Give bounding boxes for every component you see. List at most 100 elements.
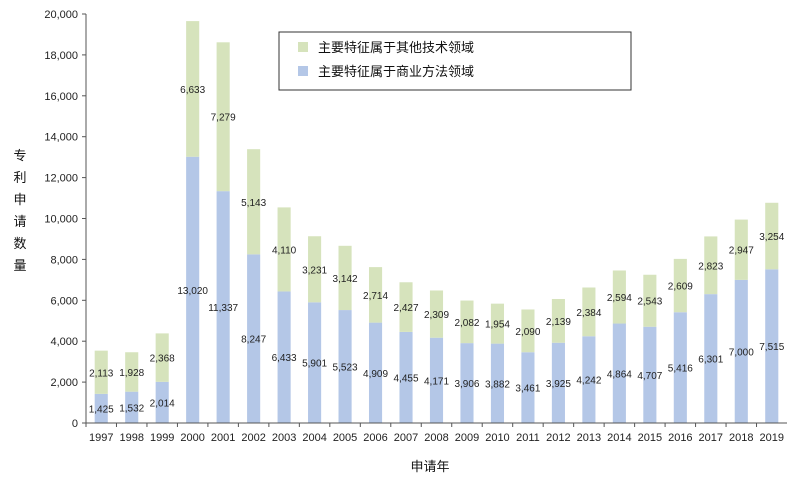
bar-business-2018 xyxy=(734,279,748,423)
bar-other-2009 xyxy=(460,300,474,344)
x-tick-label: 2004 xyxy=(302,432,326,444)
x-tick-label: 2012 xyxy=(546,432,570,444)
bars-layer xyxy=(94,21,779,423)
data-label-business-2011: 3,461 xyxy=(515,384,540,395)
legend-label-business: 主要特征属于商业方法领域 xyxy=(318,64,474,80)
data-label-business-2001: 11,337 xyxy=(208,303,238,314)
bar-business-2015 xyxy=(643,326,657,423)
data-label-business-2012: 3,925 xyxy=(546,379,571,390)
y-tick-label: 8,000 xyxy=(50,254,78,266)
data-label-business-1999: 2,014 xyxy=(150,398,175,409)
x-tick-label: 1997 xyxy=(89,432,113,444)
x-tick-label: 2013 xyxy=(577,432,601,444)
data-label-other-2009: 2,082 xyxy=(454,318,479,329)
bar-other-2008 xyxy=(429,290,444,338)
x-tick-label: 2010 xyxy=(485,432,509,444)
y-tick-label: 4,000 xyxy=(50,336,78,348)
bar-other-2000 xyxy=(186,21,200,157)
bar-other-2016 xyxy=(673,258,687,313)
y-tick-label: 6,000 xyxy=(50,295,78,307)
bar-other-1997 xyxy=(94,350,108,394)
bar-business-2019 xyxy=(765,269,779,423)
bar-business-2002 xyxy=(247,254,261,423)
bar-business-2016 xyxy=(673,312,687,423)
data-label-other-1997: 2,113 xyxy=(89,368,114,379)
y-tick-label: 18,000 xyxy=(44,50,78,62)
bar-other-2010 xyxy=(490,303,505,344)
x-tick-label: 2001 xyxy=(211,432,235,444)
y-axis-title: 专利申请数量 xyxy=(13,149,26,274)
data-label-other-2004: 3,231 xyxy=(302,265,327,276)
bar-other-2013 xyxy=(582,287,596,337)
data-label-other-1999: 2,368 xyxy=(150,354,175,365)
data-label-business-2013: 4,242 xyxy=(576,376,601,387)
bar-other-2001 xyxy=(216,42,230,192)
data-label-business-1998: 1,532 xyxy=(119,403,144,414)
bar-other-2012 xyxy=(551,298,565,343)
bar-business-2004 xyxy=(308,302,322,423)
data-label-business-2004: 5,901 xyxy=(302,359,327,370)
bar-other-2018 xyxy=(734,219,748,280)
data-label-other-2007: 2,427 xyxy=(394,303,419,314)
data-label-other-2010: 1,954 xyxy=(485,320,510,331)
legend-swatch-other xyxy=(298,42,308,52)
x-tick-label: 2018 xyxy=(729,432,753,444)
bar-other-2007 xyxy=(399,282,413,332)
data-label-business-1997: 1,425 xyxy=(89,404,114,415)
legend: 主要特征属于其他技术领域 主要特征属于商业方法领域 xyxy=(278,31,632,91)
legend-swatch-business xyxy=(298,66,308,76)
x-tick-label: 2000 xyxy=(180,432,204,444)
data-label-other-2015: 2,543 xyxy=(637,297,662,308)
bar-business-2011 xyxy=(521,352,535,423)
x-tick-label: 2011 xyxy=(516,432,540,444)
data-label-business-2002: 8,247 xyxy=(241,335,266,346)
x-tick-label: 1998 xyxy=(119,432,143,444)
bar-other-2004 xyxy=(308,236,322,303)
axes-layer: 1997 1998 1999 2000 2001 2002 2003 2004 2005 2006… xyxy=(44,9,787,444)
data-label-other-2012: 2,139 xyxy=(546,317,571,328)
bar-other-2015 xyxy=(643,274,657,327)
x-tick-label: 2006 xyxy=(363,432,387,444)
bar-other-2019 xyxy=(765,202,779,270)
y-tick-label: 10,000 xyxy=(44,214,78,226)
x-tick-label: 2005 xyxy=(333,432,357,444)
bar-business-2006 xyxy=(368,322,383,423)
data-label-business-2000: 13,020 xyxy=(177,286,208,297)
y-tick-label: 2,000 xyxy=(50,377,78,389)
data-labels-layer: 1,425 2,113 1,532 1,928 2,014 2,368 13,020 6,63… xyxy=(89,85,785,416)
x-tick-label: 2008 xyxy=(424,432,448,444)
data-label-other-2011: 2,090 xyxy=(515,327,540,338)
data-label-other-2008: 2,309 xyxy=(424,310,449,321)
x-tick-label: 2019 xyxy=(760,432,784,444)
data-label-other-2001: 7,279 xyxy=(211,113,236,124)
bar-business-2003 xyxy=(277,291,291,423)
y-tick-label: 0 xyxy=(72,418,78,430)
data-label-business-2007: 4,455 xyxy=(394,373,419,384)
x-tick-label: 1999 xyxy=(150,432,174,444)
data-label-business-2014: 4,864 xyxy=(607,369,632,380)
data-label-other-2005: 3,142 xyxy=(333,274,358,285)
bar-other-2006 xyxy=(368,267,383,323)
data-label-other-2017: 2,823 xyxy=(698,261,723,272)
bar-other-1999 xyxy=(155,333,169,382)
data-label-other-2014: 2,594 xyxy=(607,293,632,304)
bar-business-2012 xyxy=(551,342,565,423)
bar-other-2005 xyxy=(338,245,352,311)
bar-other-2011 xyxy=(521,309,535,353)
data-label-business-2019: 7,515 xyxy=(759,342,784,353)
data-label-other-2019: 3,254 xyxy=(759,232,784,243)
bar-other-2003 xyxy=(277,207,291,292)
bar-business-2009 xyxy=(460,343,474,423)
bar-business-1999 xyxy=(155,381,169,423)
y-tick-label: 20,000 xyxy=(44,9,78,21)
data-label-other-2016: 2,609 xyxy=(668,282,693,293)
x-tick-label: 2015 xyxy=(638,432,662,444)
bar-business-1997 xyxy=(94,393,108,423)
data-label-business-2009: 3,906 xyxy=(454,379,479,390)
bar-business-2017 xyxy=(704,294,718,423)
bar-business-2008 xyxy=(429,337,444,423)
data-label-business-2008: 4,171 xyxy=(424,376,449,387)
y-tick-label: 16,000 xyxy=(44,91,78,103)
